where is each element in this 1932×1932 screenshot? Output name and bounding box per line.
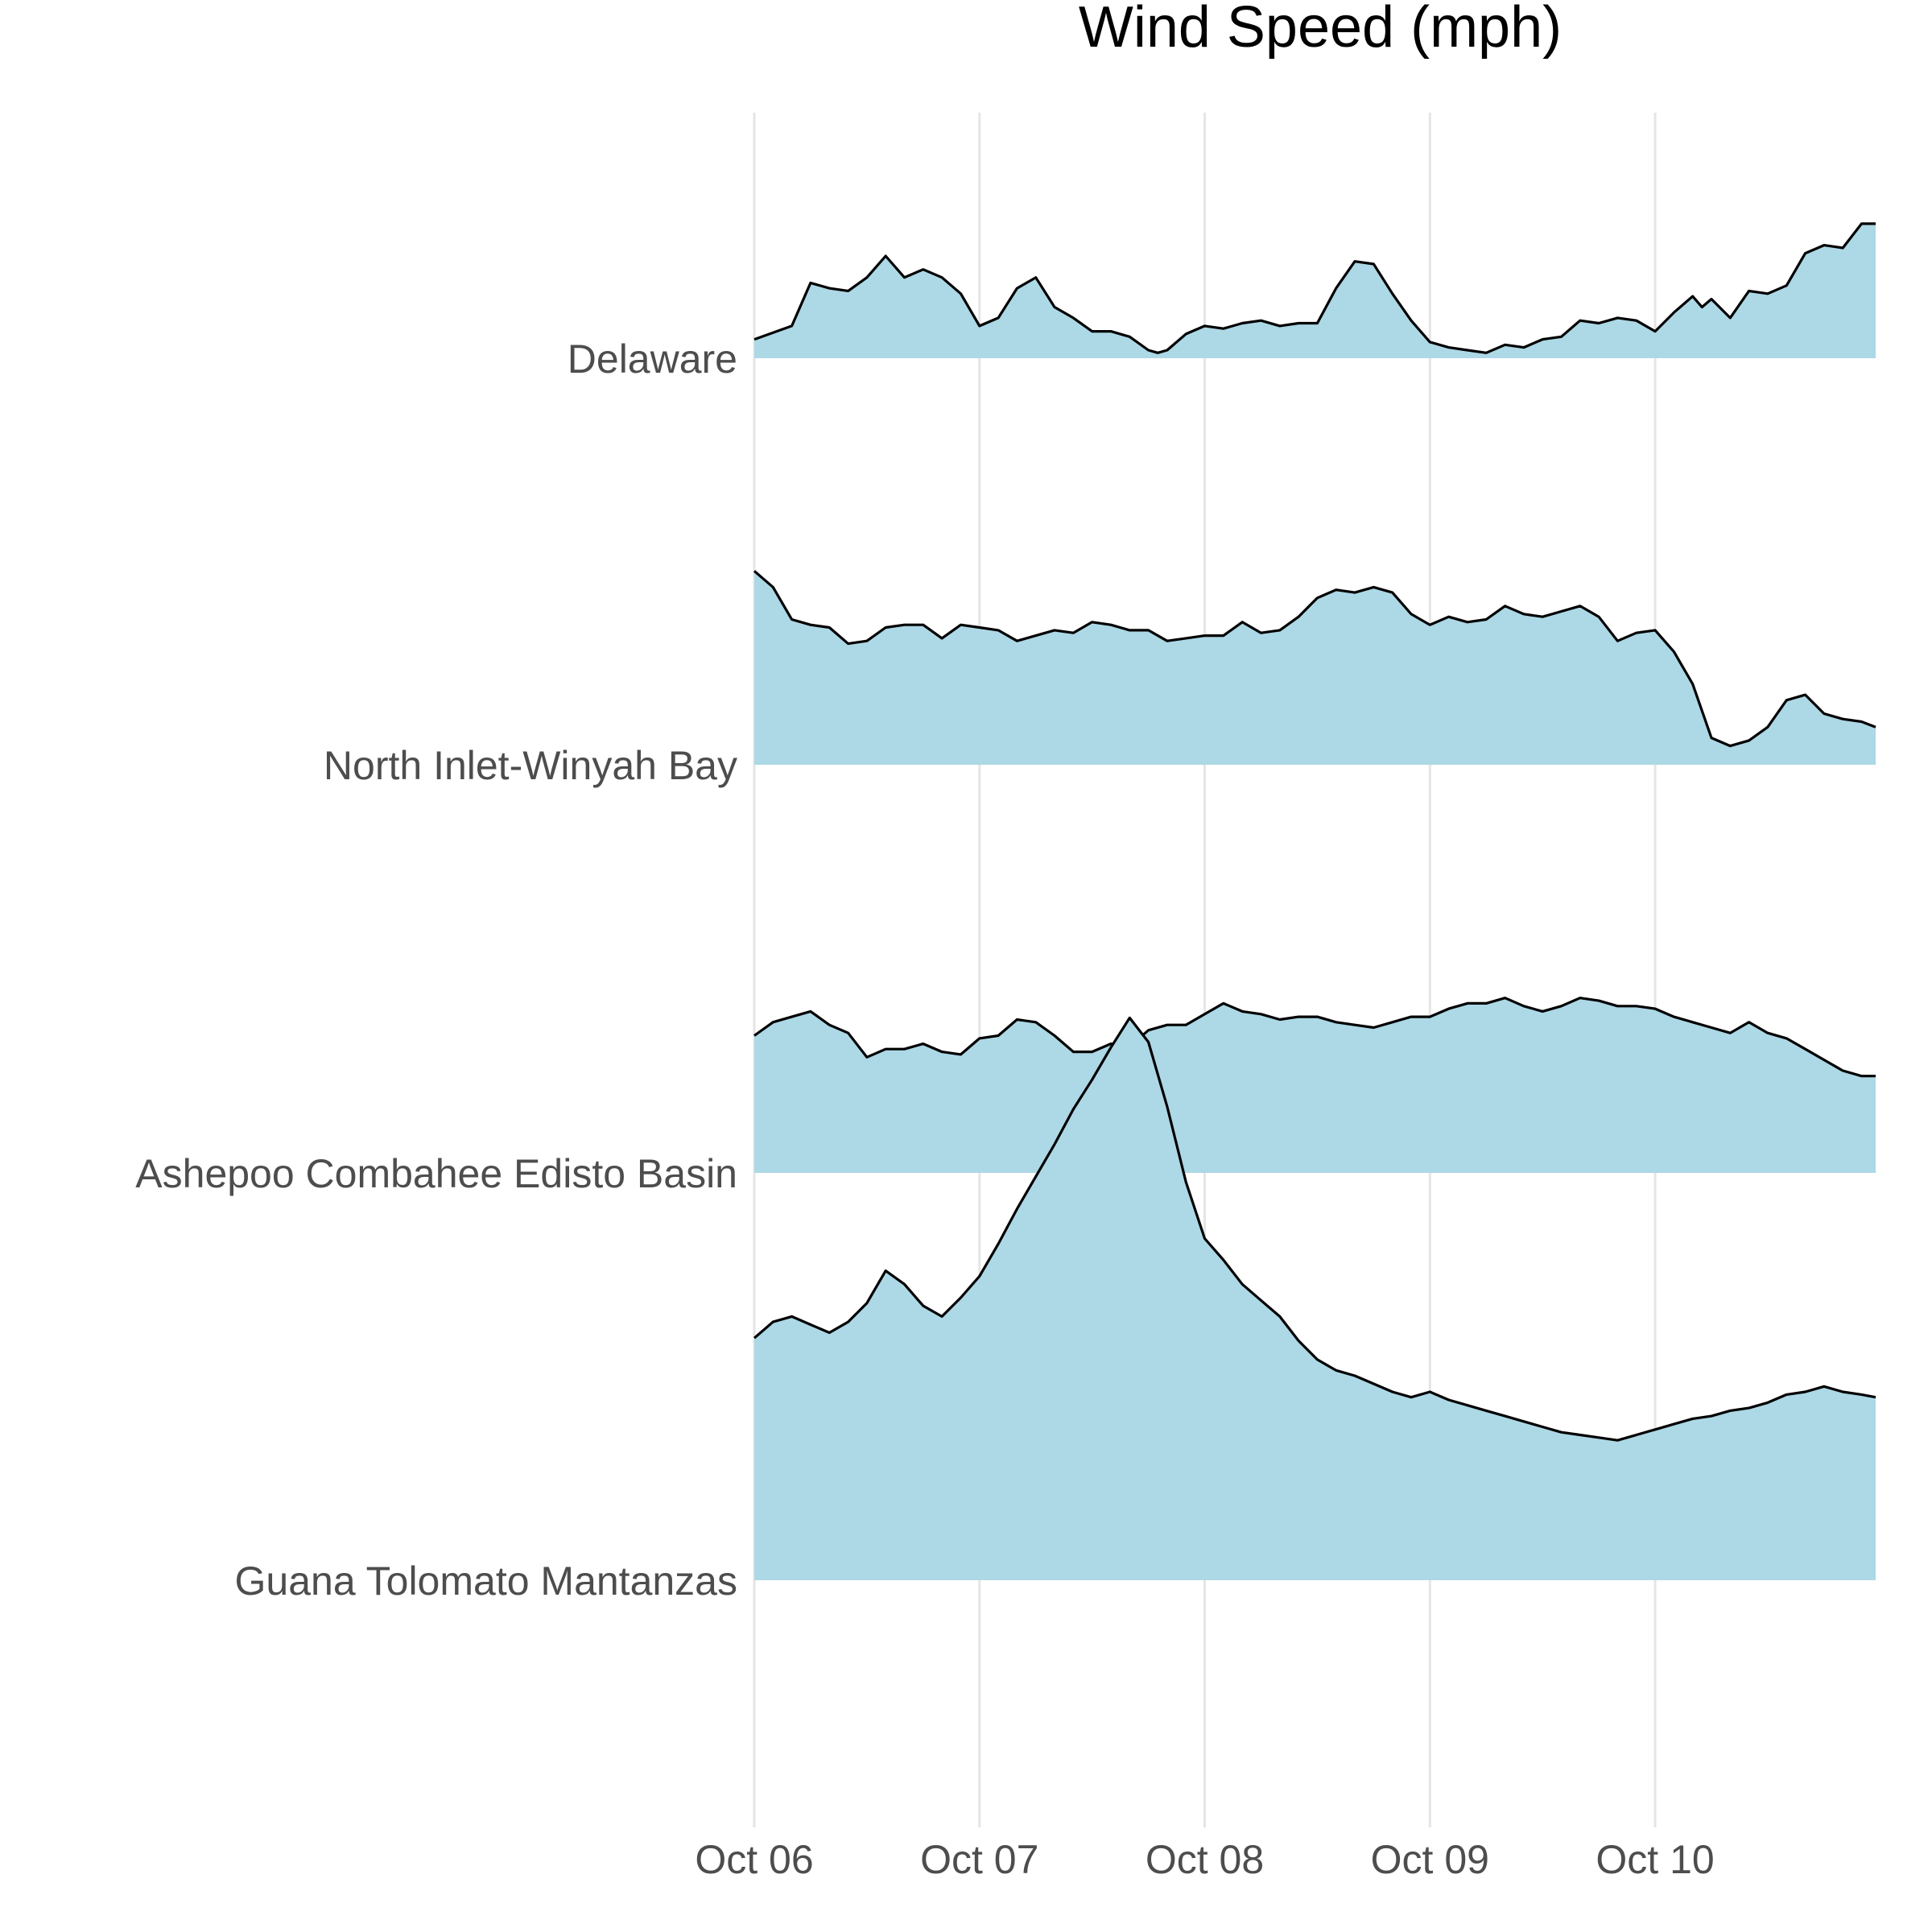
category-labels: Delaware North Inlet-Winyah Bay Ashepoo Co… — [135, 336, 737, 1604]
ridge-line — [753, 1016, 1876, 1442]
ridge-series — [753, 1016, 1876, 1580]
category-label: Guana Tolomato Mantanzas — [235, 1558, 737, 1604]
ridge-layer — [753, 222, 1876, 1580]
chart-title: Wind Speed (mph) — [1079, 0, 1562, 60]
x-tick-label: Oct 09 — [1371, 1837, 1489, 1882]
ridge-series — [753, 997, 1876, 1173]
x-tick-label: Oct 10 — [1596, 1837, 1714, 1882]
category-label: Delaware — [568, 336, 737, 382]
x-tick-label: Oct 06 — [695, 1837, 813, 1882]
ridge-area — [754, 223, 1876, 358]
x-tick-label: Oct 08 — [1146, 1837, 1264, 1882]
ridge-area — [754, 571, 1876, 765]
x-axis-ticks: Oct 06 Oct 07 Oct 08 Oct 09 Oct 10 — [695, 1837, 1714, 1882]
ridge-line — [753, 222, 1876, 354]
x-tick-label: Oct 07 — [920, 1837, 1038, 1882]
category-label: North Inlet-Winyah Bay — [324, 743, 737, 788]
ridge-line — [753, 997, 1876, 1078]
ridge-series — [753, 222, 1876, 358]
ridge-line — [753, 570, 1876, 748]
category-label: Ashepoo Combahee Edisto Basin — [135, 1151, 737, 1196]
ridge-area — [754, 997, 1876, 1173]
ridge-series — [753, 570, 1876, 765]
ridge-area — [754, 1018, 1876, 1580]
